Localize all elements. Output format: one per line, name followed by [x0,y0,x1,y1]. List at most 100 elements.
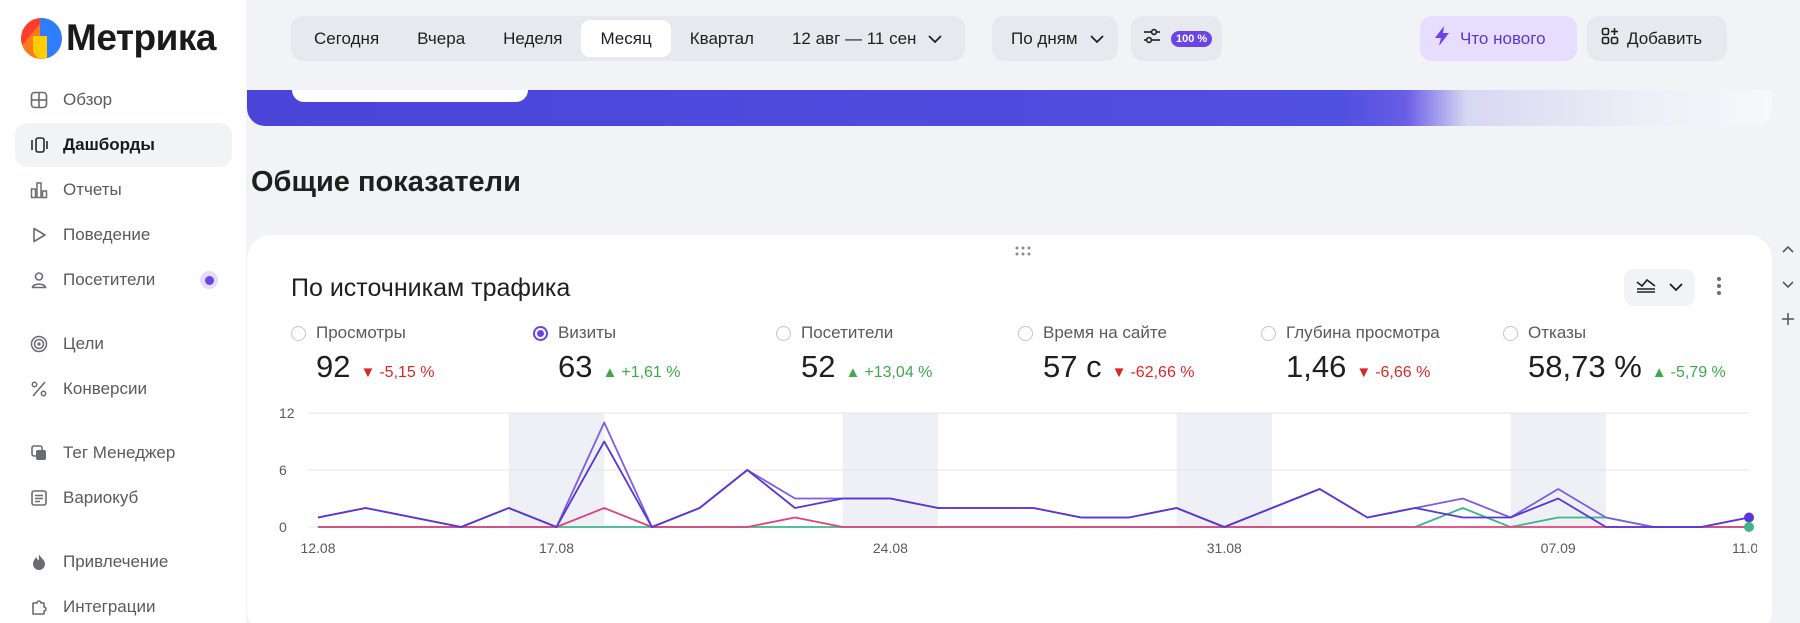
sidebar-item-reports[interactable]: Отчеты [15,168,232,212]
x-tick-label: 11.09 [1732,540,1757,556]
period-quarter-button[interactable]: Квартал [689,28,754,48]
line-chart-icon [1636,277,1656,298]
section-title: Общие показатели [251,166,521,198]
sidebar-item-label: Тег Менеджер [63,443,176,462]
metric-tile[interactable]: Глубина просмотра 1,46 ▼ -6,66 % [1261,323,1501,385]
metric-radio[interactable] [1503,325,1518,341]
metric-tile[interactable]: Отказы 58,73 % ▲ -5,79 % [1503,323,1743,385]
sidebar-item-label: Дашборды [63,135,155,154]
series-line-1 [317,440,1750,528]
metric-radio[interactable] [533,325,548,341]
metric-delta-value: +13,04 % [864,364,933,381]
chevron-up-icon [1782,240,1794,258]
whats-new-button[interactable]: Что нового [1420,16,1577,61]
scroll-down-button[interactable] [1776,270,1800,300]
grouping-select[interactable]: По дням [992,16,1118,61]
chevron-down-icon [928,29,943,49]
sliders-icon [1143,28,1161,49]
logo-text: Метрика [66,17,216,58]
y-tick-label: 0 [279,519,287,535]
traffic-line-chart: 0 6 12 12.08 17.08 24.08 31.08 07.09 11.09 [279,405,1757,556]
new-badge-dot [200,271,218,289]
metric-delta: ▼ -62,66 % [1112,364,1195,382]
sidebar-item-visitors[interactable]: Посетители [15,258,232,302]
sidebar-item-integrations[interactable]: Интеграции [15,585,232,623]
metric-radio[interactable] [291,325,306,341]
metric-delta-value: -5,15 % [379,364,435,381]
y-tick-label: 12 [279,405,295,421]
variocube-icon [29,488,49,508]
triangle-down-icon: ▼ [1111,364,1127,381]
metric-delta: ▲ +1,61 % [602,364,680,382]
metric-radio[interactable] [1018,325,1033,341]
metric-value: 1,46 [1286,349,1347,384]
period-yesterday-button[interactable]: Вчера [417,28,466,48]
date-range-label: 12 авг — 11 сен [791,28,917,48]
date-range-picker[interactable]: 12 авг — 11 сен [773,20,961,57]
sidebar-item-tag-manager[interactable]: Тег Менеджер [15,431,232,475]
drag-handle-icon[interactable] [1015,243,1031,261]
metric-tile[interactable]: Посетители 52 ▲ +13,04 % [776,323,1016,385]
add-widget-icon [1601,27,1619,50]
triangle-down-icon: ▼ [360,364,376,381]
grouping-label: По дням [1011,28,1078,48]
metric-value: 58,73 % [1528,349,1642,384]
sidebar-item-goals[interactable]: Цели [15,322,232,366]
add-widget-rail-button[interactable] [1776,306,1800,336]
sidebar-item-overview[interactable]: Обзор [15,78,232,122]
sidebar-item-conversions[interactable]: Конверсии [15,367,232,411]
banner-button[interactable] [292,90,528,102]
y-tick-label: 6 [279,462,287,478]
logo[interactable]: Метрика [21,17,216,59]
grid-icon [29,90,49,110]
x-tick-label: 17.08 [539,540,574,556]
add-label: Добавить [1627,28,1703,48]
add-widget-button[interactable]: Добавить [1587,16,1727,61]
period-today-button[interactable]: Сегодня [314,28,380,48]
scroll-up-button[interactable] [1776,234,1800,264]
metric-label: Просмотры [316,323,406,342]
sidebar: Метрика Обзор Дашборды Отчеты Поведение … [0,0,246,623]
widget-title: По источникам трафика [291,274,571,302]
series-end-point [1744,512,1754,523]
sampling-badge: 100 % [1171,30,1213,47]
sidebar-item-label: Посетители [63,270,156,289]
period-selector: Сегодня Вчера Неделя Месяц Квартал 12 ав… [291,16,966,61]
bar-chart-icon [29,180,49,200]
more-options-button[interactable] [1707,271,1731,305]
whats-new-label: Что нового [1460,28,1546,48]
metric-tile[interactable]: Время на сайте 57 с ▼ -62,66 % [1018,323,1258,385]
x-tick-label: 07.09 [1541,540,1576,556]
flame-icon [29,552,49,572]
x-tick-label: 31.08 [1207,540,1242,556]
metric-tile[interactable]: Визиты 63 ▲ +1,61 % [533,323,773,385]
metric-label: Визиты [558,323,617,342]
metric-radio[interactable] [1261,325,1276,341]
lightning-icon [1434,26,1450,51]
sidebar-item-behavior[interactable]: Поведение [15,213,232,257]
dashboards-icon [29,135,49,155]
sidebar-item-acquisition[interactable]: Привлечение [15,540,232,584]
sidebar-item-label: Конверсии [63,379,147,398]
user-icon [29,270,49,290]
sampling-button[interactable]: 100 % [1131,16,1222,61]
triangle-up-icon: ▲ [602,364,618,381]
period-week-button[interactable]: Неделя [503,28,563,48]
metric-delta: ▲ -5,79 % [1652,364,1726,382]
chevron-down-icon [1782,276,1794,294]
sidebar-item-label: Вариокуб [63,488,139,507]
metrika-logo-icon [21,17,62,59]
puzzle-icon [29,597,49,617]
metric-value: 63 [558,349,593,384]
sidebar-item-variocube[interactable]: Вариокуб [15,476,232,520]
x-tick-label: 12.08 [300,540,335,556]
period-month-button[interactable]: Месяц [581,20,671,57]
sidebar-item-dashboards[interactable]: Дашборды [15,123,232,167]
plus-icon [1782,312,1794,330]
triangle-down-icon: ▼ [1356,364,1372,381]
chart-view-dropdown[interactable] [1624,269,1695,306]
metric-value: 57 с [1043,349,1102,384]
metric-radio[interactable] [776,325,791,341]
sidebar-item-label: Интеграции [63,597,156,616]
metric-tile[interactable]: Просмотры 92 ▼ -5,15 % [291,323,531,385]
